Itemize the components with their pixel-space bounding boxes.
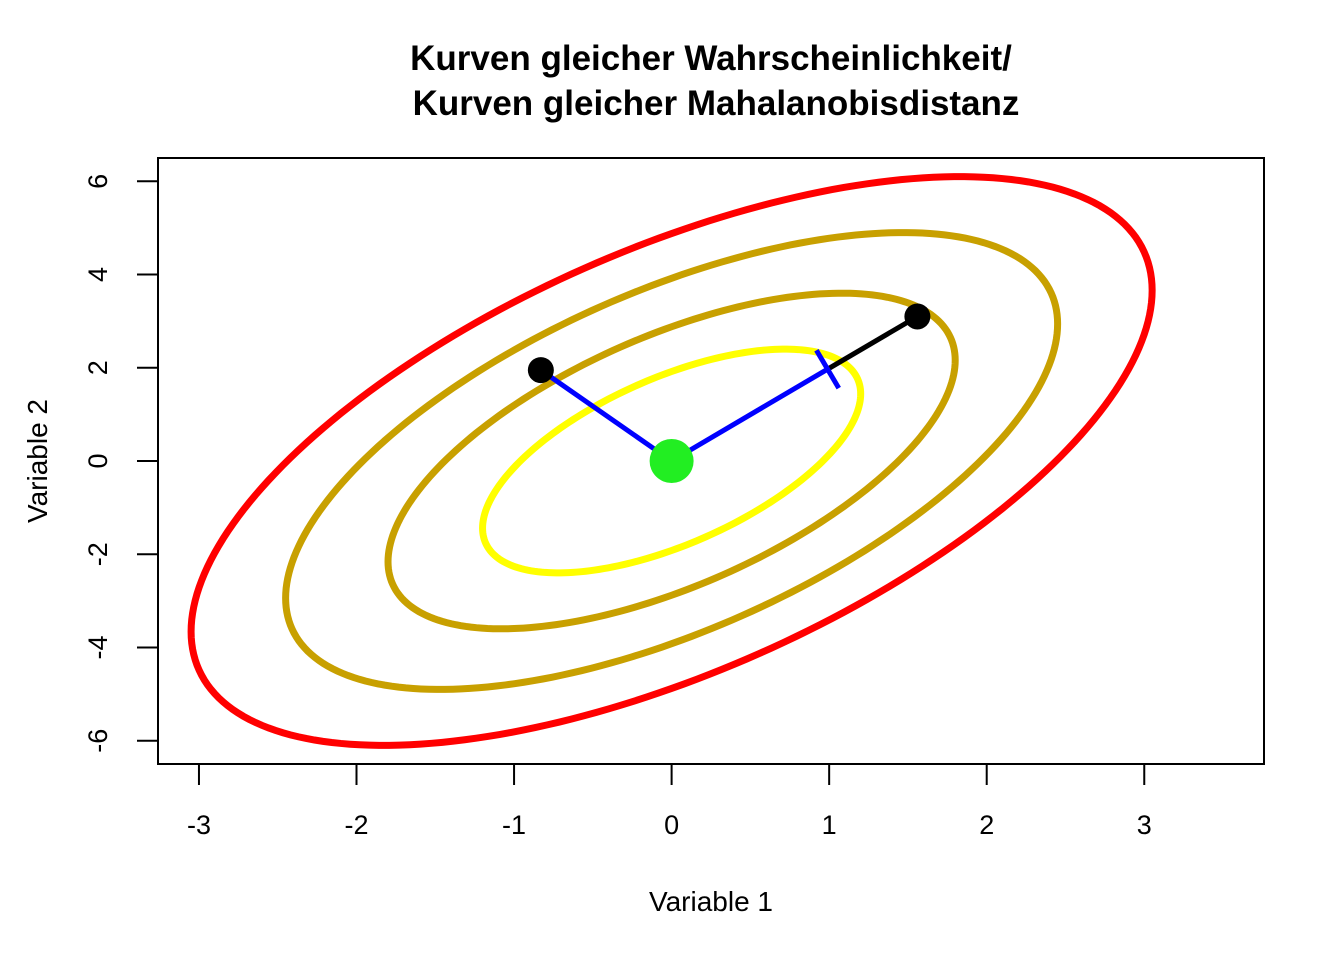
x-tick-label-2: -1 <box>502 810 526 840</box>
data-point-2 <box>904 303 931 330</box>
x-axis-label: Variable 1 <box>649 886 773 917</box>
contour-1 <box>479 345 865 577</box>
y-tick-label-0: -6 <box>83 729 113 753</box>
x-tick-label-3: 0 <box>664 810 679 840</box>
chart-title-line-2: Kurven gleicher Mahalanobisdistanz <box>413 84 1020 123</box>
y-tick-label-4: 2 <box>83 360 113 375</box>
intersection-tick <box>814 348 841 390</box>
x-tick-label-1: -2 <box>345 810 369 840</box>
x-axis: -3 -2 -1 0 1 2 3 <box>187 763 1152 840</box>
y-tick-label-6: 6 <box>83 174 113 189</box>
y-tick-label-3: 0 <box>83 453 113 468</box>
y-tick-label-2: -2 <box>83 542 113 566</box>
y-tick-label-5: 4 <box>83 267 113 282</box>
chart-title-line-1: Kurven gleicher Wahrscheinlichkeit/ <box>410 39 1012 78</box>
segment-2 <box>670 367 829 464</box>
contour-2 <box>384 289 959 633</box>
segment-3 <box>826 314 919 372</box>
distance-segments <box>539 314 919 464</box>
contour-4 <box>187 173 1156 749</box>
contour-3 <box>282 229 1062 693</box>
y-tick-label-1: -4 <box>83 635 113 659</box>
center-point <box>649 439 694 483</box>
segment-1 <box>539 368 674 464</box>
x-tick-label-0: -3 <box>187 810 211 840</box>
x-tick-label-5: 2 <box>979 810 994 840</box>
x-tick-label-6: 3 <box>1137 810 1152 840</box>
contour-curves <box>187 173 1156 749</box>
x-tick-label-4: 1 <box>822 810 837 840</box>
y-axis-label: Variable 2 <box>22 399 53 523</box>
data-point-1 <box>527 357 554 384</box>
data-points <box>527 303 931 483</box>
y-axis: -6 -4 -2 0 2 4 6 <box>83 174 159 753</box>
